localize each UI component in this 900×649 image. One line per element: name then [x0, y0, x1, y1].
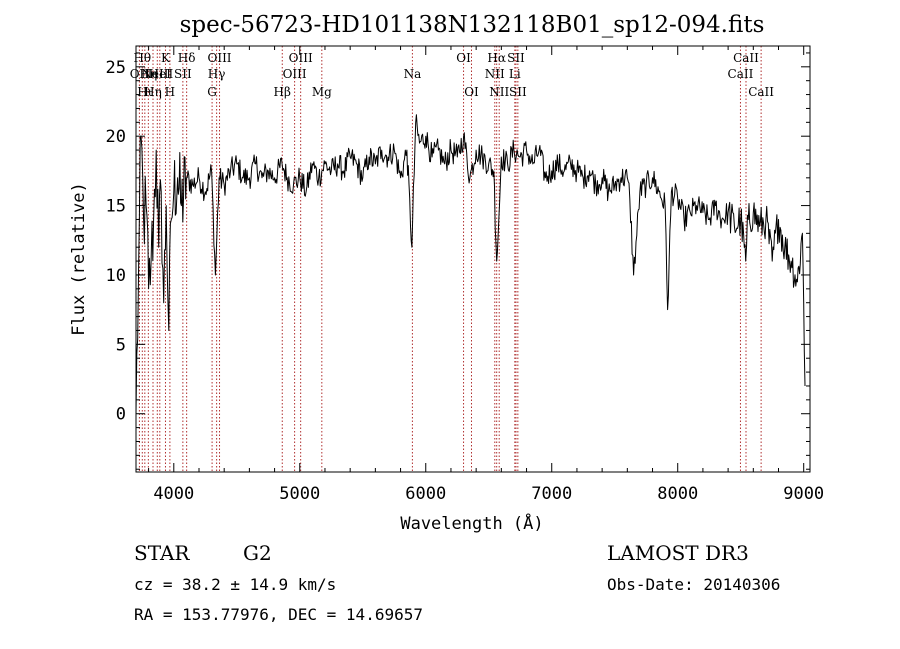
emission-line-markers: [138, 46, 762, 472]
spectral-line-label: Hθ: [133, 51, 151, 65]
spectral-line-label: OIII: [207, 51, 231, 65]
spectral-line-label: Hη: [140, 67, 158, 81]
spectral-line-label: OIII: [283, 67, 307, 81]
object-class: STAR: [134, 541, 190, 565]
y-tick-label: 15: [106, 197, 126, 217]
spectral-line-label: Hη: [144, 85, 162, 99]
spectral-line-label: NII: [489, 85, 509, 99]
spectral-line-label: K: [161, 51, 171, 65]
spectral-line-label: OI: [464, 85, 479, 99]
x-tick-label: 4000: [153, 484, 194, 504]
x-tick-label: 6000: [405, 484, 446, 504]
spectral-line-label: Hα: [487, 51, 506, 65]
x-tick-label: 8000: [657, 484, 698, 504]
ra-dec: RA = 153.77976, DEC = 14.69657: [134, 605, 423, 624]
spectral-line-label: Hι: [137, 85, 152, 99]
x-tick-label: 5000: [279, 484, 320, 504]
spectral-line-label: OIII: [289, 51, 313, 65]
spectral-line-label: SII: [507, 51, 525, 65]
spectral-line-label: NII: [485, 67, 505, 81]
x-axis-label: Wavelength (Å): [400, 512, 543, 534]
emission-line-labels: OIIHθHιHηHηNeIIIHeIKHSIIHδGHγOIIIHβOIIIO…: [130, 51, 775, 99]
y-tick-label: 25: [106, 58, 126, 78]
spectral-line-label: CaII: [748, 85, 774, 99]
x-tick-label: 9000: [783, 484, 824, 504]
spectral-line-label: Hδ: [178, 51, 196, 65]
spectral-line-label: Hβ: [274, 85, 291, 99]
y-tick-label: 20: [106, 127, 126, 147]
y-tick-label: 10: [106, 266, 126, 286]
spectral-line-label: Li: [509, 67, 521, 81]
y-axis-ticks: 0 5 10 15 20 25: [106, 52, 810, 470]
y-axis-label: Flux (relative): [69, 182, 89, 336]
x-tick-label: 7000: [531, 484, 572, 504]
observation-date: Obs-Date: 20140306: [607, 575, 780, 594]
x-axis-ticks: 4000 5000 6000 7000 8000 9000: [148, 46, 824, 504]
spectral-line-label: Hγ: [208, 67, 226, 81]
object-subclass: G2: [243, 541, 272, 565]
spectral-line-label: Na: [404, 67, 422, 81]
flux-series-line: [135, 114, 806, 414]
spectral-line-label: HeI: [149, 67, 172, 81]
spectral-line-label: G: [207, 85, 217, 99]
plot-frame: [135, 45, 811, 473]
spectral-line-label: SII: [174, 67, 192, 81]
spectral-line-label: Mg: [312, 85, 332, 99]
spectral-line-label: CaII: [728, 67, 754, 81]
spectral-line-label: CaII: [733, 51, 759, 65]
spectral-line-label: OI: [456, 51, 471, 65]
y-tick-label: 0: [116, 405, 126, 425]
survey-name: LAMOST DR3: [607, 541, 749, 565]
spectral-line-label: NeIII: [141, 67, 173, 81]
spectral-line-label: SII: [509, 85, 527, 99]
spectral-line-label: OII: [130, 67, 150, 81]
y-tick-label: 5: [116, 335, 126, 355]
spectral-line-label: H: [165, 85, 175, 99]
chart-title: spec-56723-HD101138N132118B01_sp12-094.f…: [180, 12, 765, 38]
redshift-cz: cz = 38.2 ± 14.9 km/s: [134, 575, 336, 594]
